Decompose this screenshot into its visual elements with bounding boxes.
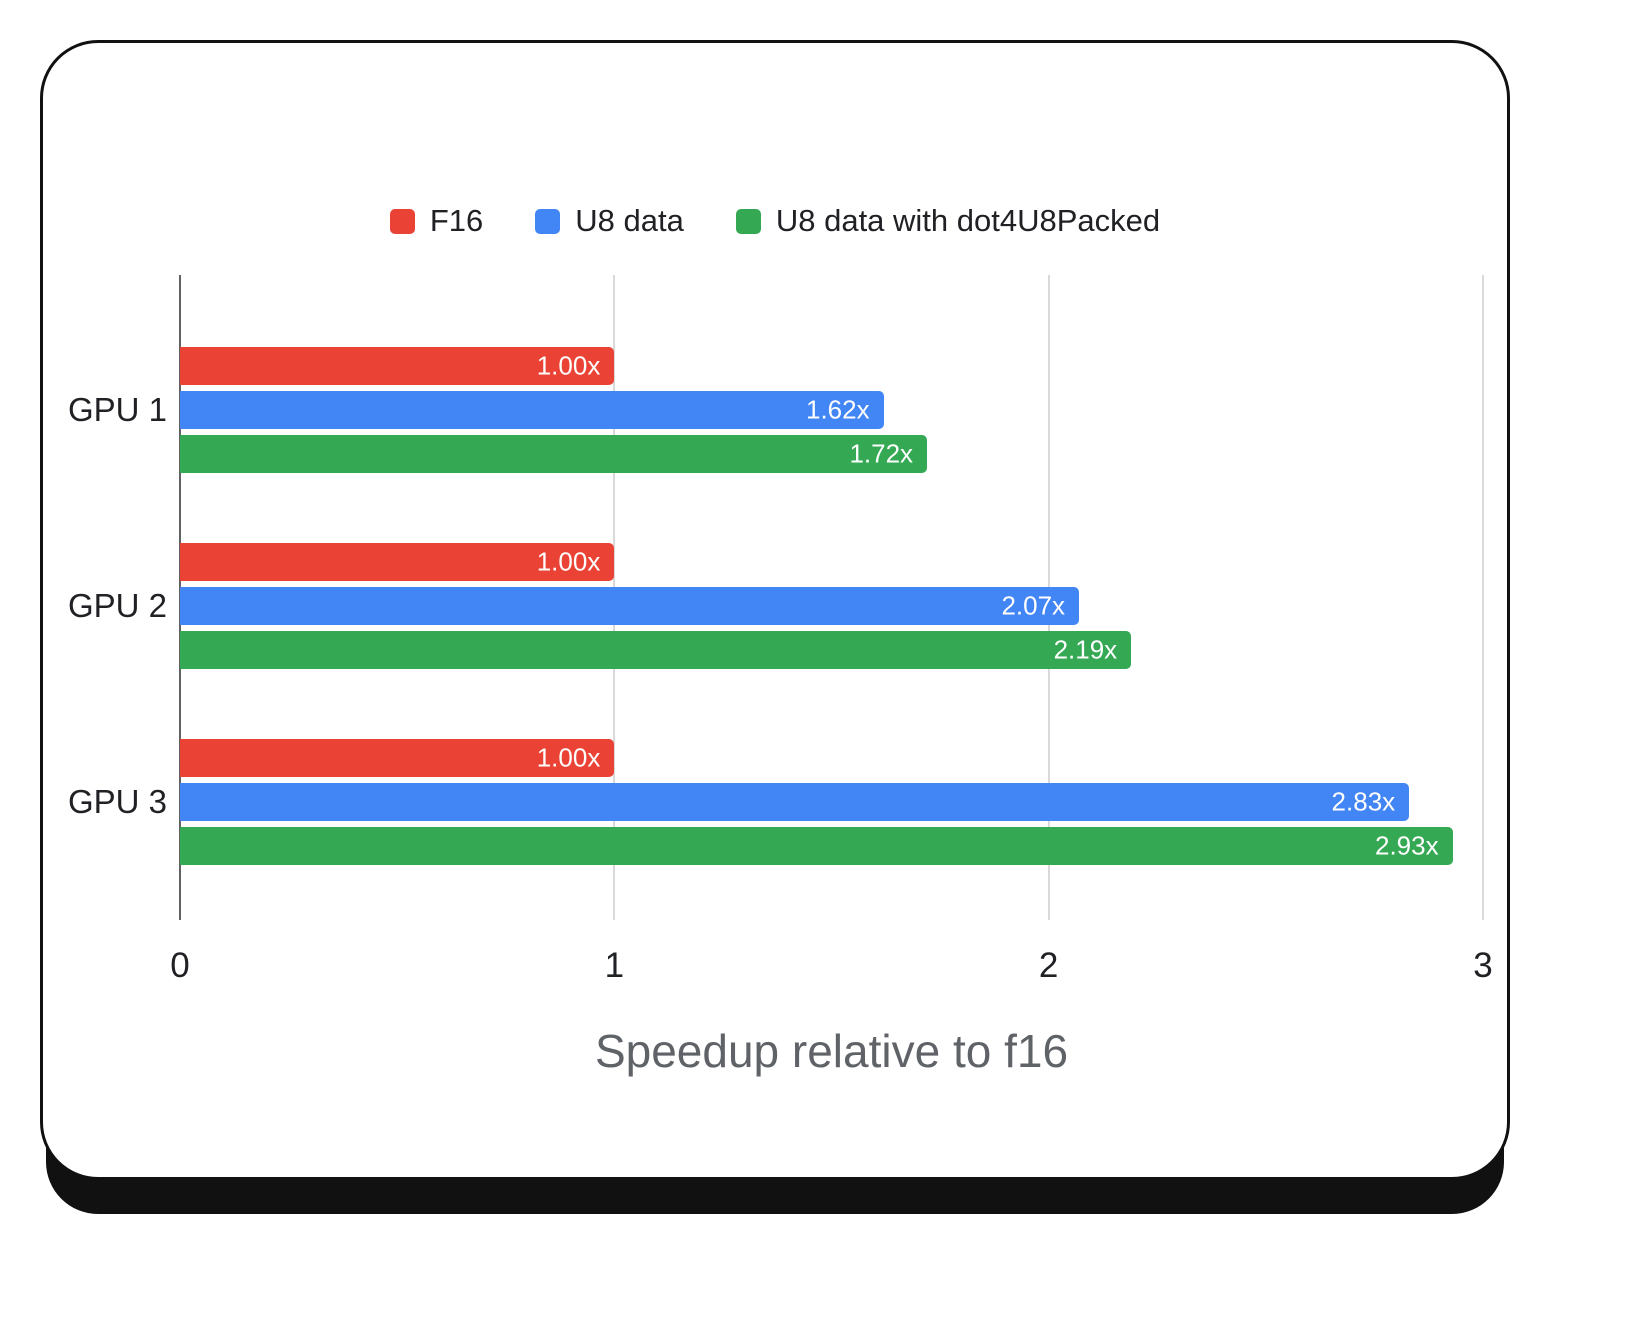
bar-row: 1.72x — [180, 435, 1483, 473]
bar: 2.07x — [180, 587, 1080, 625]
legend-label: F16 — [429, 203, 484, 238]
x-tick-label: 0 — [170, 946, 190, 985]
bar-row: 2.83x — [180, 783, 1483, 821]
bar: 1.00x — [180, 347, 615, 385]
legend-item: U8 data with dot4U8Packed — [735, 203, 1161, 239]
bar-groups: GPU 1 1.00x 1.62x 1.72x GPU 2 1.00x 2.07x 2.19x… — [68, 275, 1483, 865]
legend-item: F16 — [389, 203, 484, 239]
x-axis: 0 1 2 3 — [170, 938, 1492, 1002]
legend-swatch — [735, 208, 761, 234]
bar-group: GPU 3 1.00x 2.83x 2.93x — [68, 739, 1483, 865]
bar: 1.00x — [180, 543, 615, 581]
chart-card: F16 U8 data U8 data with dot4U8Packed GPU … — [40, 40, 1510, 1180]
category-label: GPU 2 — [68, 587, 168, 624]
gridline — [1482, 275, 1484, 920]
bar-value-label: 1.72x — [849, 438, 914, 469]
legend-item: U8 data — [535, 203, 684, 239]
bar-group: GPU 2 1.00x 2.07x 2.19x — [68, 543, 1483, 669]
bar: 2.83x — [180, 783, 1410, 821]
bar-value-label: 2.07x — [1001, 590, 1066, 621]
bar: 1.62x — [180, 391, 884, 429]
category-label: GPU 1 — [68, 391, 168, 428]
bar-row: 1.00x — [180, 739, 1483, 777]
category-label: GPU 3 — [68, 783, 168, 820]
bar: 1.00x — [180, 739, 615, 777]
plot-area: GPU 1 1.00x 1.62x 1.72x GPU 2 1.00x 2.07x 2.19x… — [68, 275, 1484, 920]
bar-value-label: 1.62x — [806, 394, 870, 425]
bar-value-label: 2.83x — [1331, 786, 1396, 817]
legend-swatch — [535, 208, 561, 234]
bar-row: 1.00x — [180, 543, 1483, 581]
x-tick-label: 1 — [604, 946, 625, 985]
bar-row: 1.62x — [180, 391, 1483, 429]
bar-value-label: 2.19x — [1053, 634, 1118, 665]
bar-value-label: 1.00x — [536, 546, 601, 577]
chart-title: Speedup relative to f16 — [594, 1025, 1069, 1077]
x-tick-label: 2 — [1038, 946, 1059, 985]
bar-value-label: 1.00x — [536, 742, 601, 773]
bar-row: 1.00x — [180, 347, 1483, 385]
legend-swatch — [389, 208, 415, 234]
bar-row: 2.19x — [180, 631, 1483, 669]
x-tick-label: 3 — [1473, 946, 1493, 985]
bar-value-label: 2.93x — [1374, 830, 1439, 861]
bar: 2.19x — [180, 631, 1132, 669]
bar-group: GPU 1 1.00x 1.62x 1.72x — [68, 347, 1483, 473]
bar-row: 2.07x — [180, 587, 1483, 625]
legend: F16 U8 data U8 data with dot4U8Packed — [43, 203, 1507, 239]
legend-label: U8 data with dot4U8Packed — [775, 203, 1161, 238]
bar: 1.72x — [180, 435, 928, 473]
bar-row: 2.93x — [180, 827, 1483, 865]
bar-value-label: 1.00x — [536, 350, 601, 381]
legend-label: U8 data — [575, 203, 684, 238]
bar: 2.93x — [180, 827, 1453, 865]
